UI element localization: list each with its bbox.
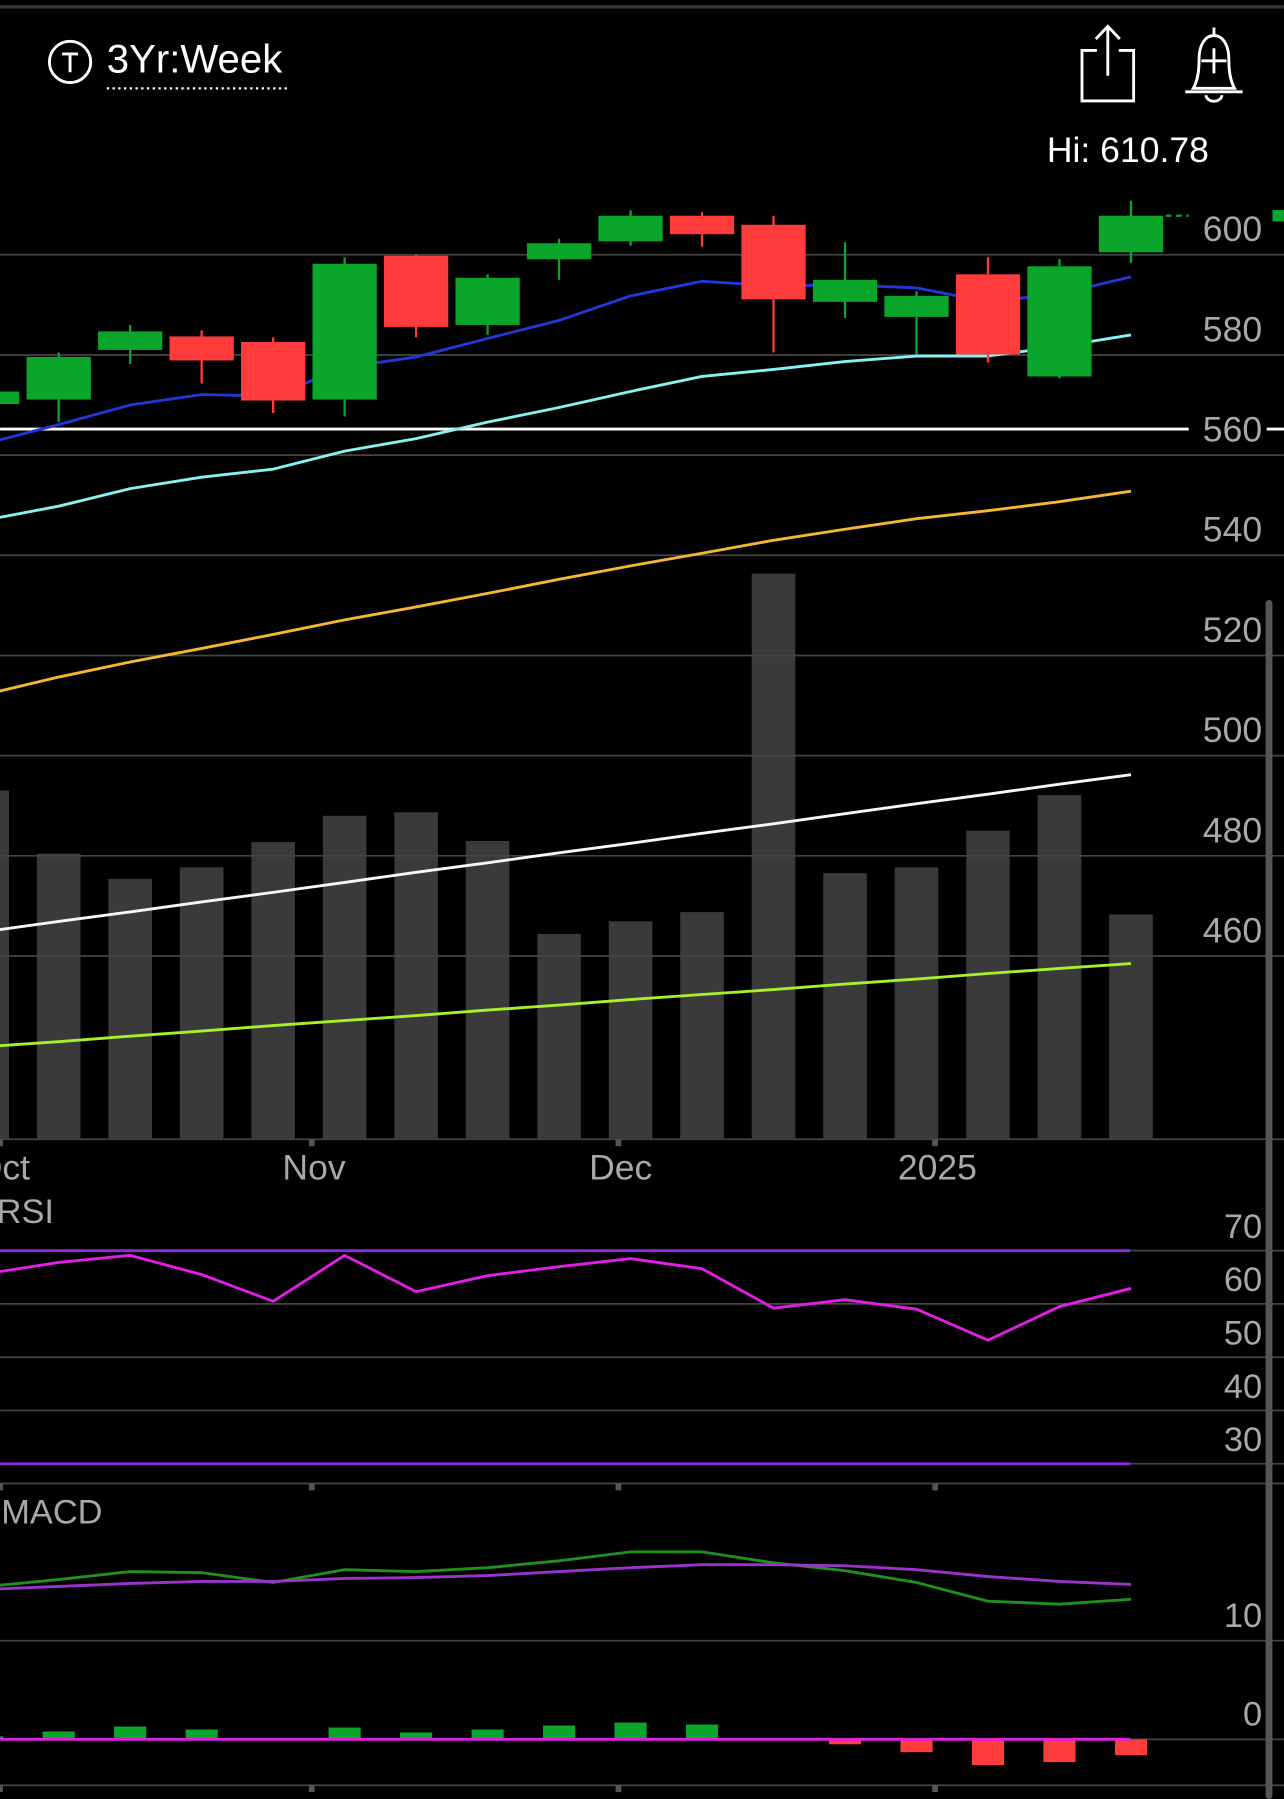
candle-body: [741, 224, 806, 300]
candle-body: [383, 255, 449, 327]
candle-body: [0, 391, 20, 405]
volume-bar: [966, 830, 1010, 1140]
candle-body: [1027, 266, 1092, 377]
line-series: [0, 773, 1132, 932]
share-button[interactable]: [1080, 24, 1136, 103]
candle-body: [812, 279, 878, 302]
y-tick-label: 480: [1203, 810, 1262, 850]
volume-bar: [680, 912, 724, 1140]
volume-bar: [823, 873, 867, 1140]
scrollbar[interactable]: [1265, 600, 1273, 1799]
candle-body: [241, 341, 306, 401]
histogram-bar: [614, 1722, 647, 1740]
x-tick-label: 2025: [898, 1148, 977, 1188]
histogram-bar: [471, 1729, 504, 1740]
alert-button[interactable]: [1185, 27, 1243, 103]
candle-body: [169, 336, 234, 361]
line-series: [0, 1253, 1132, 1342]
candle-body: [526, 243, 592, 260]
y-tick-label: 540: [1203, 510, 1262, 550]
line-series: [0, 1550, 1132, 1606]
candle-body: [98, 331, 163, 350]
candle-body: [312, 263, 377, 400]
histogram-bar: [971, 1739, 1005, 1766]
volume-bar: [894, 867, 939, 1140]
histogram-bar: [543, 1725, 576, 1740]
histogram-bar: [685, 1724, 719, 1740]
y-tick-label: 600: [1203, 209, 1262, 249]
y-tick-label: 40: [1224, 1368, 1262, 1406]
histogram-bar: [400, 1732, 433, 1740]
candle-body: [884, 295, 949, 317]
candle-body: [955, 274, 1021, 355]
icon-glyph: [62, 52, 79, 73]
volume-bar: [608, 921, 653, 1140]
volume-bar: [251, 842, 295, 1140]
candle-body: [598, 215, 663, 242]
histogram-bar: [1043, 1739, 1076, 1763]
volume-bar: [36, 853, 81, 1140]
y-tick-label: 560: [1203, 410, 1262, 450]
volume-bar: [0, 790, 10, 1140]
y-tick-label: 500: [1203, 710, 1262, 750]
share-arrow: [1094, 24, 1121, 76]
panel-title: MACD: [1, 1494, 102, 1532]
y-tick-label: 50: [1224, 1314, 1262, 1352]
volume-bar: [537, 933, 581, 1140]
histogram-bar: [328, 1727, 361, 1740]
x-tick-label: Nov: [282, 1148, 345, 1188]
line-series: [0, 489, 1132, 693]
bell-base: [1185, 90, 1243, 103]
y-tick-label: 30: [1224, 1421, 1262, 1459]
volume-bar: [394, 812, 438, 1140]
period-selector[interactable]: 3Yr:Week: [107, 37, 283, 82]
x-tick-label: Dec: [589, 1148, 652, 1188]
volume-bar: [1109, 914, 1153, 1140]
line-series: [0, 275, 1132, 442]
histogram-bar: [900, 1739, 933, 1753]
candle-body: [669, 215, 735, 235]
share-box: [1080, 49, 1136, 103]
panel-title: RSI: [0, 1193, 54, 1231]
line-series: [0, 962, 1132, 1048]
volume-bar: [465, 840, 510, 1140]
y-tick-label: 0: [1243, 1696, 1262, 1734]
icon-circle: [47, 39, 93, 85]
volume-bar: [108, 878, 152, 1140]
candle-body: [455, 277, 520, 325]
candle-body: [1098, 215, 1164, 253]
x-tick-label: Oct: [0, 1148, 30, 1188]
volume-bar: [322, 815, 367, 1140]
histogram-bar: [114, 1726, 147, 1740]
line-series: [0, 1563, 1132, 1591]
candle-body: [26, 356, 91, 400]
ticker-icon: [47, 39, 93, 85]
hi-label: Hi: 610.78: [1047, 130, 1209, 170]
bell-body: [1190, 27, 1238, 90]
histogram-bar: [42, 1731, 75, 1740]
volume-bar: [179, 867, 224, 1140]
y-tick-label: 70: [1224, 1208, 1262, 1246]
bell-plus: [1201, 48, 1227, 74]
histogram-bar: [185, 1729, 218, 1740]
histogram-bar: [1114, 1739, 1148, 1756]
last-price-marker: [1272, 209, 1284, 222]
y-tick-label: 60: [1224, 1261, 1262, 1299]
histogram-bar: [828, 1739, 862, 1745]
line-series: [0, 333, 1132, 519]
y-tick-label: 520: [1203, 610, 1262, 650]
y-tick-label: 460: [1203, 910, 1262, 950]
y-tick-label: 580: [1203, 309, 1262, 349]
histogram-bar: [0, 1736, 4, 1740]
y-tick-label: 10: [1224, 1597, 1262, 1635]
